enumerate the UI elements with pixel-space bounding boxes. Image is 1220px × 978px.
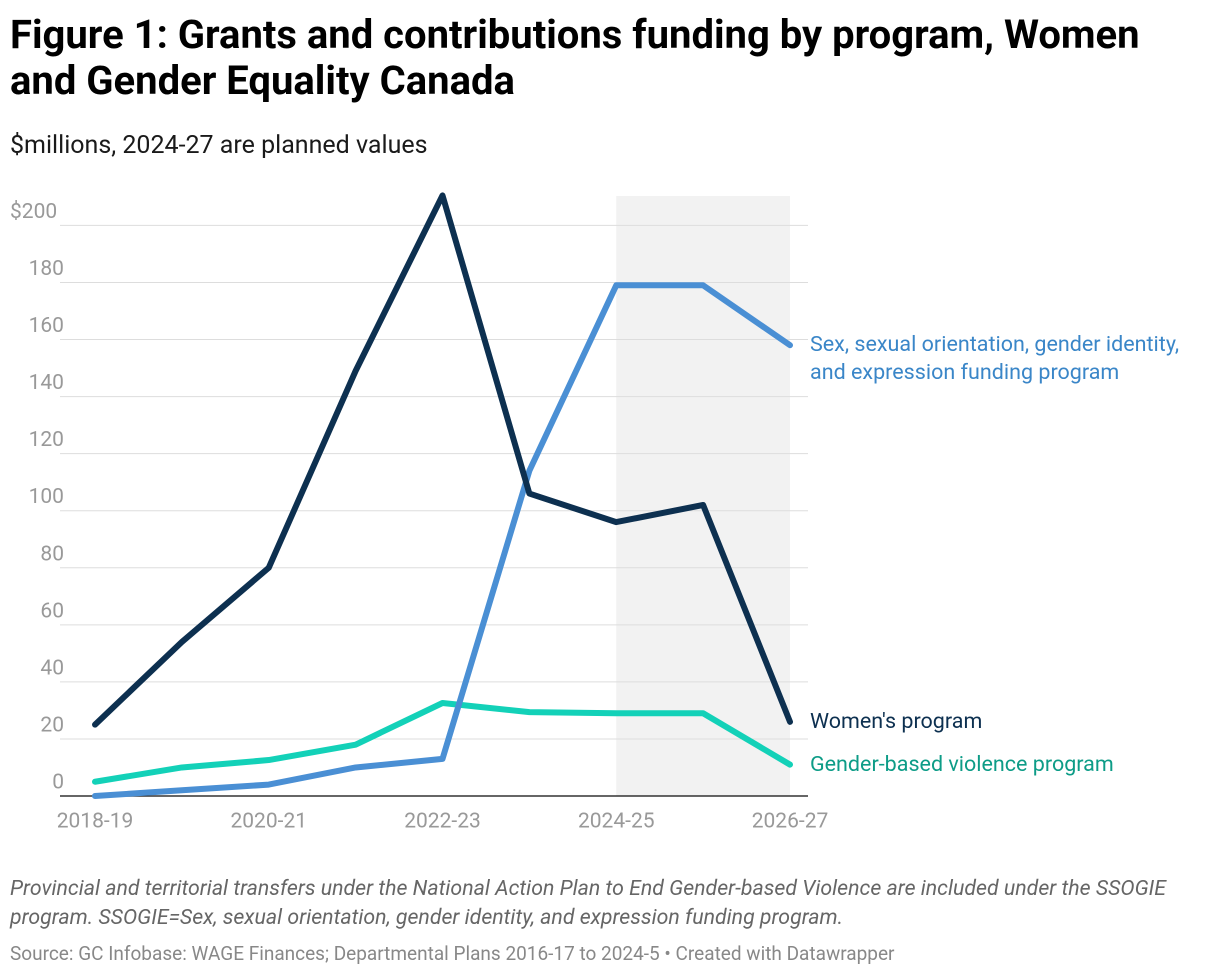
- y-tick-label: $200: [10, 200, 57, 224]
- y-tick-label: 120: [29, 428, 64, 452]
- x-tick-label: 2022-23: [404, 810, 481, 834]
- x-tick-label: 2018-19: [57, 810, 134, 834]
- series-line: [92, 192, 793, 728]
- y-tick-label: 0: [52, 771, 64, 795]
- planned-shade: [616, 196, 790, 796]
- chart-title: Figure 1: Grants and contributions fundi…: [10, 11, 1140, 104]
- series-line: [92, 282, 793, 799]
- x-tick-label: 2024-25: [578, 810, 655, 834]
- chart-note: Provincial and territorial transfers und…: [10, 876, 1167, 930]
- series-label: Gender-based violence program: [810, 751, 1114, 777]
- y-tick-label: 20: [40, 713, 64, 737]
- series-label: Women's program: [810, 708, 983, 734]
- y-tick-label: 140: [29, 371, 64, 395]
- y-tick-label: 80: [40, 542, 64, 566]
- chart: 0 20 40 60 80 100 120 140 160 180 $200 2018-19 2020-…: [10, 192, 829, 834]
- series-label: Sex, sexual orientation, gender identity…: [810, 332, 1180, 386]
- y-tick-label: 40: [40, 656, 64, 680]
- y-tick-label: 100: [29, 485, 64, 509]
- y-tick-label: 60: [40, 599, 64, 623]
- y-tick-label: 180: [29, 257, 64, 281]
- x-tick-label: 2020-21: [230, 810, 307, 834]
- chart-source: Source: GC Infobase: WAGE Finances; Depa…: [10, 942, 895, 965]
- x-tick-label: 2026-27: [752, 810, 829, 834]
- chart-subtitle: $millions, 2024-27 are planned values: [10, 131, 428, 160]
- series-line: [92, 699, 793, 785]
- y-tick-label: 160: [29, 314, 64, 338]
